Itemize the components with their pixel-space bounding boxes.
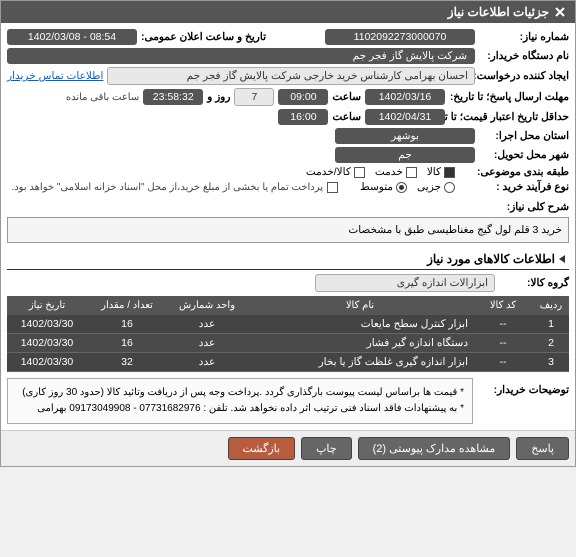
cell-qty: 16 <box>87 315 167 334</box>
buyer-notes-box: * قیمت ها براساس لیست پیوست بارگذاری گرد… <box>7 378 473 424</box>
cell-name: دستگاه اندازه گیر فشار <box>247 334 473 353</box>
buyer-org-label: نام دستگاه خریدار: <box>479 50 569 62</box>
radio-small[interactable]: جزیی <box>417 181 455 193</box>
goods-section-title: اطلاعات کالاهای مورد نیاز <box>7 249 569 270</box>
group-label: گروه کالا: <box>499 277 569 289</box>
radio-goods[interactable]: کالا <box>427 166 455 178</box>
note-line-2: * به پیشنهادات فاقد اسناد فنی ترتیب اثر … <box>16 401 464 417</box>
cell-name: ابزار اندازه گیری غلظت گاز یا بخار <box>247 353 473 372</box>
cell-date: 1402/03/30 <box>7 353 87 372</box>
radio-icon <box>444 182 455 193</box>
cell-code: -- <box>473 315 533 334</box>
buyer-notes-label: توضیحات خریدار: <box>479 378 569 396</box>
col-unit: واحد شمارش <box>167 296 247 315</box>
footer: پاسخ مشاهده مدارک پیوستی (2) چاپ بازگشت <box>1 430 575 466</box>
time-word-1: ساعت <box>332 91 361 103</box>
remain-suffix: ساعت باقی مانده <box>66 92 139 103</box>
attachments-button[interactable]: مشاهده مدارک پیوستی (2) <box>358 437 511 460</box>
validity-time: 16:00 <box>278 109 328 125</box>
radio-both[interactable]: کالا/خدمت <box>306 166 365 178</box>
table-row[interactable]: 1--ابزار كنترل سطح مایعاتعدد161402/03/30 <box>7 315 569 334</box>
purchase-type-label: نوع فرآیند خرید : <box>459 181 569 193</box>
cell-code: -- <box>473 334 533 353</box>
buyer-org-value: شرکت پالایش گاز فجر جم <box>7 48 475 64</box>
exec-loc-value: بوشهر <box>335 128 475 144</box>
col-code: کد کالا <box>473 296 533 315</box>
need-no-value: 1102092273000070 <box>325 29 475 45</box>
cell-unit: عدد <box>167 334 247 353</box>
delivery-city-value: جم <box>335 147 475 163</box>
response-button[interactable]: پاسخ <box>516 437 569 460</box>
days-remain: 7 <box>234 88 274 106</box>
deadline-date: 1402/03/16 <box>365 89 445 105</box>
panel-title: جزئیات اطلاعات نیاز <box>448 5 549 19</box>
time-word-2: ساعت <box>332 111 361 123</box>
contact-link[interactable]: اطلاعات تماس خریدار <box>7 70 103 82</box>
cell-row: 3 <box>533 353 569 372</box>
table-row[interactable]: 2--دستگاه اندازه گیر فشارعدد161402/03/30 <box>7 334 569 353</box>
classify-group: کالا خدمت کالا/خدمت <box>306 166 455 178</box>
validity-date: 1402/04/31 <box>365 109 445 125</box>
desc-box: خرید 3 قلم لول گیج مغناطیسی طبق با مشخصا… <box>7 217 569 243</box>
panel-header: جزئیات اطلاعات نیاز <box>1 1 575 23</box>
cell-date: 1402/03/30 <box>7 334 87 353</box>
deadline-label: مهلت ارسال پاسخ؛ تا تاریخ: <box>449 91 569 103</box>
cell-qty: 32 <box>87 353 167 372</box>
check-icon <box>354 167 365 178</box>
announce-value: 08:54 - 1402/03/08 <box>7 29 137 45</box>
cell-name: ابزار كنترل سطح مایعات <box>247 315 473 334</box>
purchase-type-group: جزیی متوسط <box>360 181 455 193</box>
requester-label: ایجاد کننده درخواست: <box>479 70 569 82</box>
radio-icon <box>396 182 407 193</box>
hms-remain: 23:58:32 <box>143 89 203 105</box>
note-line-1: * قیمت ها براساس لیست پیوست بارگذاری گرد… <box>16 385 464 401</box>
col-name: نام کالا <box>247 296 473 315</box>
cell-qty: 16 <box>87 334 167 353</box>
cell-row: 2 <box>533 334 569 353</box>
and-word: روز و <box>207 91 230 103</box>
goods-table: ردیف کد کالا نام کالا واحد شمارش تعداد /… <box>7 296 569 372</box>
requester-value: احسان بهرامی کارشناس خرید خارجی شرکت پال… <box>107 67 475 85</box>
radio-medium[interactable]: متوسط <box>360 181 407 193</box>
col-qty: تعداد / مقدار <box>87 296 167 315</box>
cell-unit: عدد <box>167 353 247 372</box>
classify-label: طبقه بندی موضوعی: <box>459 166 569 178</box>
validity-label: حداقل تاریخ اعتبار قیمت؛ تا تاریخ: <box>449 111 569 123</box>
print-button[interactable]: چاپ <box>301 437 352 460</box>
form-section: شماره نیاز: 1102092273000070 تاریخ و ساع… <box>1 23 575 430</box>
cell-date: 1402/03/30 <box>7 315 87 334</box>
details-panel: جزئیات اطلاعات نیاز شماره نیاز: 11020922… <box>0 0 576 467</box>
check-icon <box>406 167 417 178</box>
desc-label: شرح کلی نیاز: <box>507 201 569 213</box>
delivery-city-label: شهر محل تحویل: <box>479 149 569 161</box>
deadline-time: 09:00 <box>278 89 328 105</box>
announce-label: تاریخ و ساعت اعلان عمومی: <box>141 31 266 43</box>
treasury-checkbox[interactable] <box>327 182 338 193</box>
cell-code: -- <box>473 353 533 372</box>
col-row: ردیف <box>533 296 569 315</box>
triangle-icon <box>559 255 565 263</box>
purchase-note: پرداخت تمام یا بخشی از مبلغ خرید،از محل … <box>11 182 323 193</box>
group-value: ابزارالات اندازه گیری <box>315 274 495 292</box>
col-date: تاریخ نیاز <box>7 296 87 315</box>
cell-row: 1 <box>533 315 569 334</box>
cell-unit: عدد <box>167 315 247 334</box>
check-icon <box>444 167 455 178</box>
close-icon[interactable] <box>553 5 567 19</box>
need-no-label: شماره نیاز: <box>479 31 569 43</box>
table-row[interactable]: 3--ابزار اندازه گیری غلظت گاز یا بخارعدد… <box>7 353 569 372</box>
exec-loc-label: استان محل اجرا: <box>479 130 569 142</box>
back-button[interactable]: بازگشت <box>228 437 296 460</box>
radio-service[interactable]: خدمت <box>375 166 417 178</box>
